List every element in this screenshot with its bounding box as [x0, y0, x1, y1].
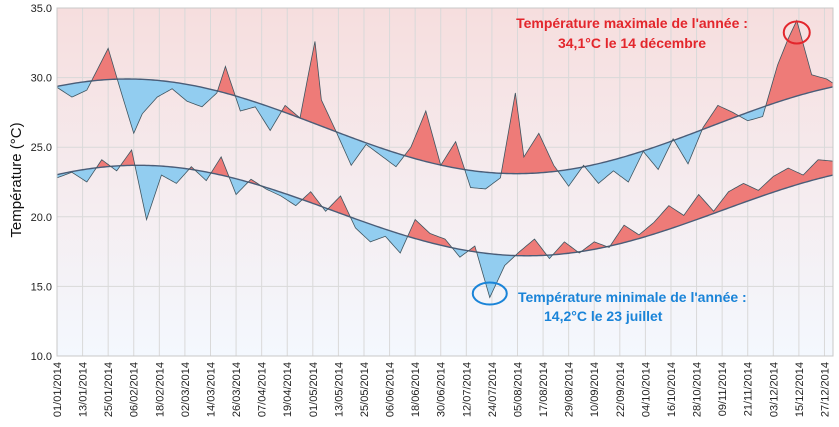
x-tick-label: 14/03/2014: [205, 362, 217, 417]
max-annotation-line2: 34,1°C le 14 décembre: [558, 35, 706, 51]
x-tick-label: 28/10/2014: [692, 362, 704, 417]
min-marker-circle: [471, 281, 508, 306]
x-tick-label: 18/06/2014: [410, 362, 422, 417]
observed-line-tmax: [56, 19, 834, 190]
x-tick-label: 19/04/2014: [282, 362, 294, 417]
area-above-normal: [765, 20, 833, 107]
plot-background: [57, 8, 833, 356]
x-tick-label: 15/12/2014: [794, 362, 806, 417]
x-axis: 01/01/2014 13/01/2014 25/01/2014 06/02/2014…: [52, 362, 831, 417]
x-tick-label: 29/08/2014: [564, 362, 576, 417]
data-areas: [57, 20, 833, 298]
area-above-normal: [281, 41, 337, 132]
area-above-normal: [217, 66, 236, 96]
y-tick-label: 25.0: [31, 142, 52, 154]
area-above-normal: [515, 239, 547, 256]
area-below-normal: [336, 131, 405, 167]
x-tick-label: 26/03/2014: [231, 362, 243, 417]
x-tick-label: 25/05/2014: [359, 362, 371, 417]
area-above-normal: [610, 159, 833, 246]
x-tick-label: 06/06/2014: [385, 362, 397, 417]
area-below-normal: [464, 169, 502, 189]
x-tick-label: 24/07/2014: [487, 362, 499, 417]
y-axis-label: Température (°C): [8, 122, 25, 237]
x-tick-label: 01/05/2014: [308, 362, 320, 417]
area-above-normal: [327, 195, 351, 218]
y-tick-label: 35.0: [31, 3, 52, 15]
x-tick-label: 02/03/2014: [180, 362, 192, 417]
min-annotation-line1: Température minimale de l'année :: [518, 289, 747, 305]
area-above-normal: [96, 159, 111, 168]
data-lines: [56, 19, 834, 299]
x-tick-label: 05/08/2014: [512, 362, 524, 417]
area-below-normal: [235, 95, 282, 131]
area-below-normal: [110, 165, 121, 171]
x-tick-label: 01/01/2014: [52, 362, 64, 417]
x-tick-label: 22/09/2014: [615, 362, 627, 417]
area-above-normal: [440, 141, 465, 170]
x-tick-label: 13/01/2014: [78, 362, 90, 417]
x-tick-label: 18/02/2014: [154, 362, 166, 417]
area-above-normal: [91, 48, 118, 81]
x-tick-label: 10/09/2014: [589, 362, 601, 417]
area-above-normal: [404, 111, 441, 166]
max-marker-circle: [782, 20, 811, 45]
y-axis: 10.0 15.0 20.0 25.0 30.0 35.0: [31, 3, 52, 363]
x-tick-label: 06/02/2014: [129, 362, 141, 417]
area-below-normal: [452, 247, 469, 258]
area-below-normal: [117, 78, 218, 134]
x-tick-label: 30/06/2014: [436, 362, 448, 417]
area-below-normal: [476, 252, 516, 298]
x-tick-label: 17/08/2014: [538, 362, 550, 417]
x-tick-label: 13/05/2014: [333, 362, 345, 417]
normal-curve-tmin: [56, 164, 834, 257]
area-above-normal: [211, 156, 230, 177]
y-tick-label: 30.0: [31, 73, 52, 85]
x-tick-label: 12/07/2014: [461, 362, 473, 417]
observed-line-tmin: [56, 149, 834, 299]
area-above-normal: [501, 92, 558, 174]
x-tick-label: 25/01/2014: [103, 362, 115, 417]
x-tick-label: 16/10/2014: [666, 362, 678, 417]
y-tick-label: 15.0: [31, 281, 52, 293]
min-annotation-line2: 14,2°C le 23 juillet: [544, 308, 663, 324]
normal-curve-tmax: [56, 78, 834, 175]
area-below-normal: [557, 167, 583, 187]
annotations: Température maximale de l'année : 34,1°C…: [471, 15, 811, 324]
area-below-normal: [350, 217, 408, 253]
area-above-normal: [302, 191, 323, 207]
y-tick-label: 20.0: [31, 212, 52, 224]
area-above-normal: [120, 149, 135, 166]
area-below-normal: [738, 106, 766, 121]
area-below-normal: [584, 140, 673, 184]
area-above-normal: [552, 241, 578, 255]
max-annotation-line1: Température maximale de l'année :: [516, 15, 748, 31]
x-tick-label: 21/11/2014: [743, 362, 755, 416]
area-below-normal: [134, 165, 190, 220]
x-tick-label: 07/04/2014: [257, 362, 269, 417]
x-tick-label: 09/11/2014: [717, 362, 729, 416]
area-below-normal: [261, 185, 303, 206]
plot-frame: [56, 7, 834, 357]
x-tick-label: 03/12/2014: [768, 362, 780, 417]
area-above-normal: [702, 105, 739, 130]
x-tick-label: 27/12/2014: [819, 362, 831, 417]
x-tick-label: 04/10/2014: [640, 362, 652, 417]
y-tick-label: 10.0: [31, 351, 52, 363]
